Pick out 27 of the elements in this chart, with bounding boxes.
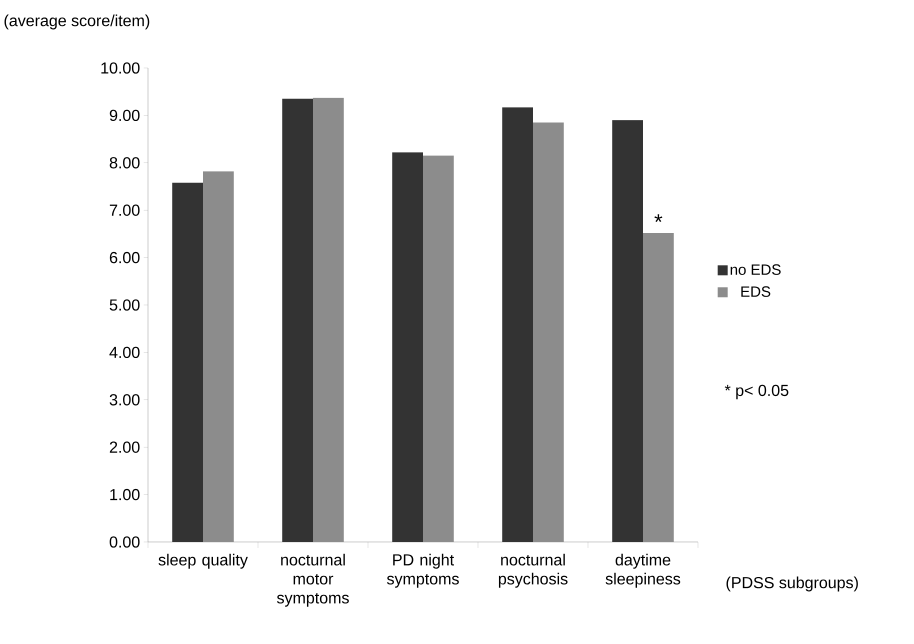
- y-tick-label: 5.00: [110, 299, 140, 311]
- bar: [282, 98, 313, 542]
- x-tick-label: nocturnal psychosis: [498, 554, 568, 588]
- y-tick-label: 9.00: [110, 110, 140, 122]
- legend-label: EDS: [741, 286, 770, 297]
- y-tick-label: 1.00: [110, 488, 140, 500]
- bar: [612, 120, 643, 542]
- legend-label: no EDS: [730, 264, 781, 275]
- y-tick-label: 10.00: [101, 62, 140, 74]
- y-tick-label: 7.00: [110, 204, 140, 216]
- x-tick-label: daytime sleepiness: [606, 554, 680, 588]
- y-tick-label: 8.00: [110, 157, 140, 168]
- bar: [172, 182, 204, 542]
- y-tick-label: 0.00: [110, 536, 140, 548]
- y-tick-label: 4.00: [109, 346, 140, 358]
- x-axis-title: (PDSS subgroups): [726, 576, 858, 592]
- bar: [392, 152, 423, 542]
- y-tick-label: 6.00: [110, 252, 140, 264]
- x-tick-label: nocturnal motor symptoms: [276, 554, 349, 607]
- y-axis-title: (average score/item): [4, 14, 150, 30]
- text: * p< 0.05: [724, 384, 788, 400]
- x-tick-label: sleep quality: [158, 554, 248, 569]
- bar: [502, 107, 533, 542]
- y-tick-label: 2.00: [110, 442, 140, 453]
- annotation: *: [654, 214, 662, 222]
- x-tick-label: PD night symptoms: [386, 554, 459, 588]
- y-tick-label: 3.00: [110, 394, 140, 406]
